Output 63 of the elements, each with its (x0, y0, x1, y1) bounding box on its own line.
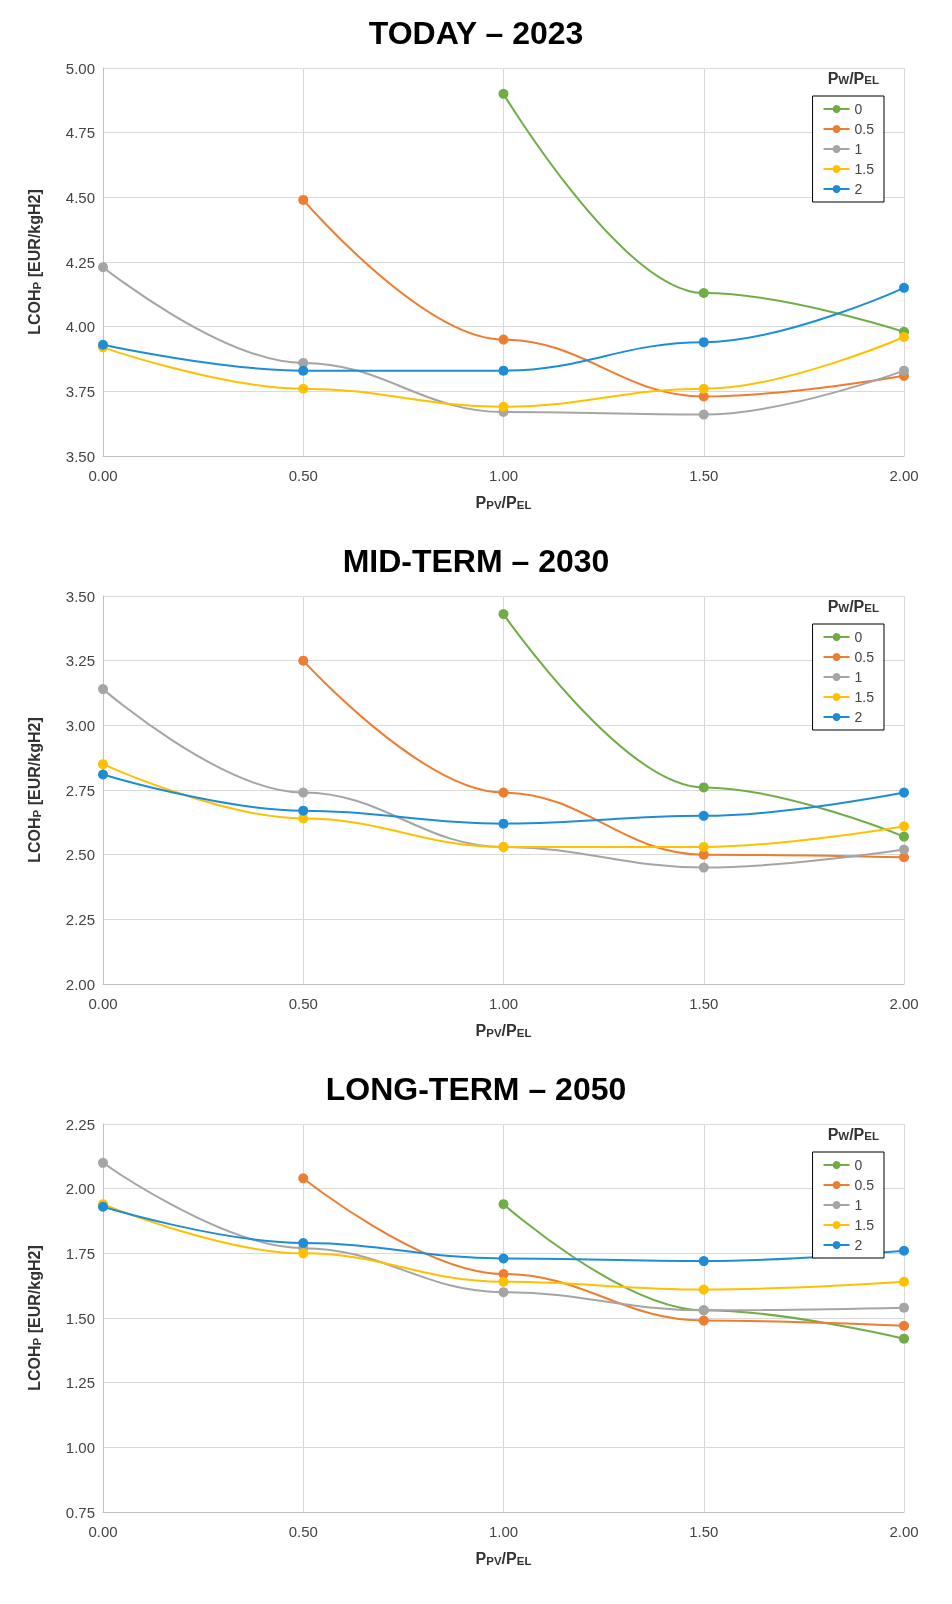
legend-label: 0.5 (854, 1177, 875, 1193)
y-tick-label: 2.50 (65, 846, 95, 864)
x-tick-label: 1.00 (488, 1523, 519, 1540)
y-tick-label: 3.75 (65, 382, 95, 400)
x-tick-label: 2.00 (889, 467, 919, 484)
y-axis-title: LCOHP [EUR/kgH2] (26, 1245, 44, 1391)
x-axis-title: PPV/PEL (475, 493, 532, 511)
legend-title: PW/PEL (827, 597, 879, 615)
legend-label: 0 (854, 101, 863, 117)
y-tick-label: 1.00 (65, 1438, 95, 1456)
legend-title: PW/PEL (827, 1125, 879, 1143)
legend-label: 2 (854, 1237, 863, 1253)
y-axis-title: LCOHP [EUR/kgH2] (26, 189, 44, 335)
legend-label: 1.5 (854, 689, 875, 705)
y-tick-label: 0.75 (65, 1503, 95, 1521)
legend-label: 0.5 (854, 649, 875, 665)
y-tick-label: 2.25 (65, 910, 95, 928)
legend-label: 2 (854, 181, 863, 197)
x-tick-label: 1.50 (689, 467, 719, 484)
y-tick-label: 3.00 (65, 716, 95, 734)
x-tick-label: 0.50 (288, 1523, 318, 1540)
x-tick-label: 2.00 (889, 1523, 919, 1540)
legend-label: 1.5 (854, 1217, 875, 1233)
x-tick-label: 0.00 (88, 467, 118, 484)
x-tick-label: 0.50 (288, 995, 318, 1012)
y-tick-label: 5.00 (65, 59, 95, 77)
y-tick-label: 4.75 (65, 124, 95, 142)
y-tick-label: 3.50 (65, 587, 95, 605)
x-tick-label: 0.50 (288, 467, 318, 484)
y-tick-label: 4.50 (65, 188, 95, 206)
x-axis-title: PPV/PEL (475, 1021, 532, 1039)
x-tick-label: 2.00 (889, 995, 919, 1012)
y-tick-label: 2.25 (65, 1115, 95, 1133)
y-tick-label: 1.75 (65, 1244, 95, 1262)
y-tick-label: 1.50 (65, 1309, 95, 1327)
x-tick-label: 1.50 (689, 1523, 719, 1540)
y-tick-label: 1.25 (65, 1374, 95, 1392)
chart-title: LONG-TERM – 2050 (325, 1071, 627, 1107)
y-tick-label: 2.75 (65, 781, 95, 799)
x-tick-label: 1.00 (488, 467, 519, 484)
y-axis-title: LCOHP [EUR/kgH2] (26, 717, 44, 863)
chart-title: TODAY – 2023 (368, 15, 584, 51)
legend-label: 0 (854, 629, 863, 645)
legend-label: 1.5 (854, 161, 875, 177)
y-tick-label: 4.00 (65, 318, 95, 336)
legend-label: 0 (854, 1157, 863, 1173)
legend-label: 2 (854, 709, 863, 725)
legend-label: 0.5 (854, 121, 875, 137)
y-tick-label: 2.00 (65, 1180, 95, 1198)
x-tick-label: 0.00 (88, 995, 118, 1012)
x-tick-label: 1.00 (488, 995, 519, 1012)
legend-title: PW/PEL (827, 69, 879, 87)
x-tick-label: 0.00 (88, 1523, 118, 1540)
legend-label: 1 (854, 141, 863, 157)
y-tick-label: 3.50 (65, 447, 95, 465)
y-tick-label: 3.25 (65, 652, 95, 670)
x-tick-label: 1.50 (689, 995, 719, 1012)
legend-label: 1 (854, 669, 863, 685)
legend-label: 1 (854, 1197, 863, 1213)
y-tick-label: 2.00 (65, 975, 95, 993)
x-axis-title: PPV/PEL (475, 1549, 532, 1567)
chart-title: MID-TERM – 2030 (342, 543, 610, 579)
y-tick-label: 4.25 (65, 253, 95, 271)
